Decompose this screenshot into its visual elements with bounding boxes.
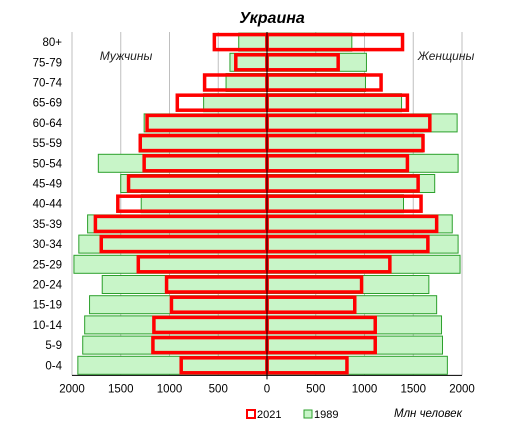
x-tick-label: 0 bbox=[264, 383, 270, 395]
male-side-label: Мужчины bbox=[100, 49, 153, 63]
age-group-label: 25-29 bbox=[33, 259, 62, 271]
series-1989-bars bbox=[73, 32, 461, 375]
x-tick-label: 1500 bbox=[400, 383, 426, 395]
age-group-label: 15-19 bbox=[33, 300, 62, 312]
x-tick-label: 1000 bbox=[352, 383, 378, 395]
axes bbox=[72, 32, 462, 380]
x-tick-label: 1000 bbox=[157, 383, 183, 395]
age-group-label: 70-74 bbox=[33, 78, 63, 90]
x-tick-label: 500 bbox=[306, 383, 325, 395]
legend-swatch-1989 bbox=[303, 409, 313, 419]
legend-label-2021: 2021 bbox=[257, 409, 281, 421]
legend-label-1989: 1989 bbox=[314, 409, 338, 421]
age-group-label: 60-64 bbox=[33, 118, 63, 130]
legend-swatch-2021 bbox=[246, 409, 256, 419]
age-group-label: 65-69 bbox=[33, 98, 62, 110]
age-group-label: 0-4 bbox=[45, 360, 62, 372]
age-group-label: 10-14 bbox=[33, 320, 63, 332]
female-side-label: Женщины bbox=[417, 49, 475, 63]
age-group-label: 80+ bbox=[42, 37, 62, 49]
age-group-label: 55-59 bbox=[33, 138, 62, 150]
age-group-label: 50-54 bbox=[33, 158, 63, 170]
unit-label: Млн человек bbox=[394, 408, 463, 420]
age-group-label: 20-24 bbox=[33, 280, 63, 292]
chart-title: Украина bbox=[239, 10, 305, 27]
age-group-label: 30-34 bbox=[33, 239, 63, 251]
age-group-label: 40-44 bbox=[33, 199, 63, 211]
age-group-labels: 80+ 75-79 70-74 65-69 60-64 55-59 50-54 45-49 40… bbox=[33, 37, 63, 372]
age-group-label: 45-49 bbox=[33, 179, 62, 191]
legend: 2021 1989 bbox=[246, 409, 338, 421]
x-tick-label: 1500 bbox=[108, 383, 134, 395]
x-tick-label: 2000 bbox=[449, 383, 475, 395]
x-tick-label: 2000 bbox=[59, 383, 85, 395]
x-tick-label: 500 bbox=[209, 383, 228, 395]
age-group-label: 75-79 bbox=[33, 57, 62, 69]
age-group-label: 35-39 bbox=[33, 219, 62, 231]
x-axis-tick-labels: 2000 1500 1000 500 0 500 1000 1500 2000 bbox=[59, 383, 475, 395]
age-group-label: 5-9 bbox=[45, 340, 62, 352]
